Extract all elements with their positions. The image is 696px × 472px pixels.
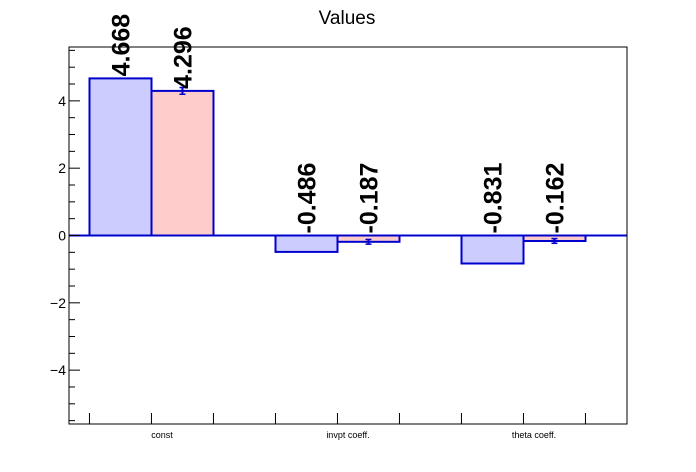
bar-0-2 xyxy=(460,234,525,265)
category-label-2: theta coeff. xyxy=(512,430,556,440)
bar-0-1 xyxy=(274,234,339,253)
bars-layer xyxy=(69,77,627,265)
data-label-0-1: -0.486 xyxy=(294,163,322,234)
bar-1-0 xyxy=(150,89,215,237)
y-tick-label-0: −4 xyxy=(50,362,66,378)
data-label-0-0: 4.668 xyxy=(108,14,136,77)
chart-title: Values xyxy=(319,8,376,29)
y-tick-label-4: 4 xyxy=(58,93,66,109)
category-label-1: invpt coeff. xyxy=(326,430,369,440)
data-label-1-2: -0.162 xyxy=(542,163,570,234)
data-label-1-0: 4.296 xyxy=(170,26,198,89)
category-label-0: const xyxy=(151,430,173,440)
bar-0-0 xyxy=(88,77,153,237)
data-label-0-2: -0.831 xyxy=(480,163,508,234)
data-label-1-1: -0.187 xyxy=(356,163,384,234)
y-tick-label-2: 0 xyxy=(58,228,66,244)
y-tick-label-1: −2 xyxy=(50,295,66,311)
axes-layer xyxy=(68,46,628,425)
y-tick-label-3: 2 xyxy=(58,160,66,176)
labels-layer: 4.668 4.296 const -0.486 -0.187 invpt coeff. -… xyxy=(50,14,569,440)
